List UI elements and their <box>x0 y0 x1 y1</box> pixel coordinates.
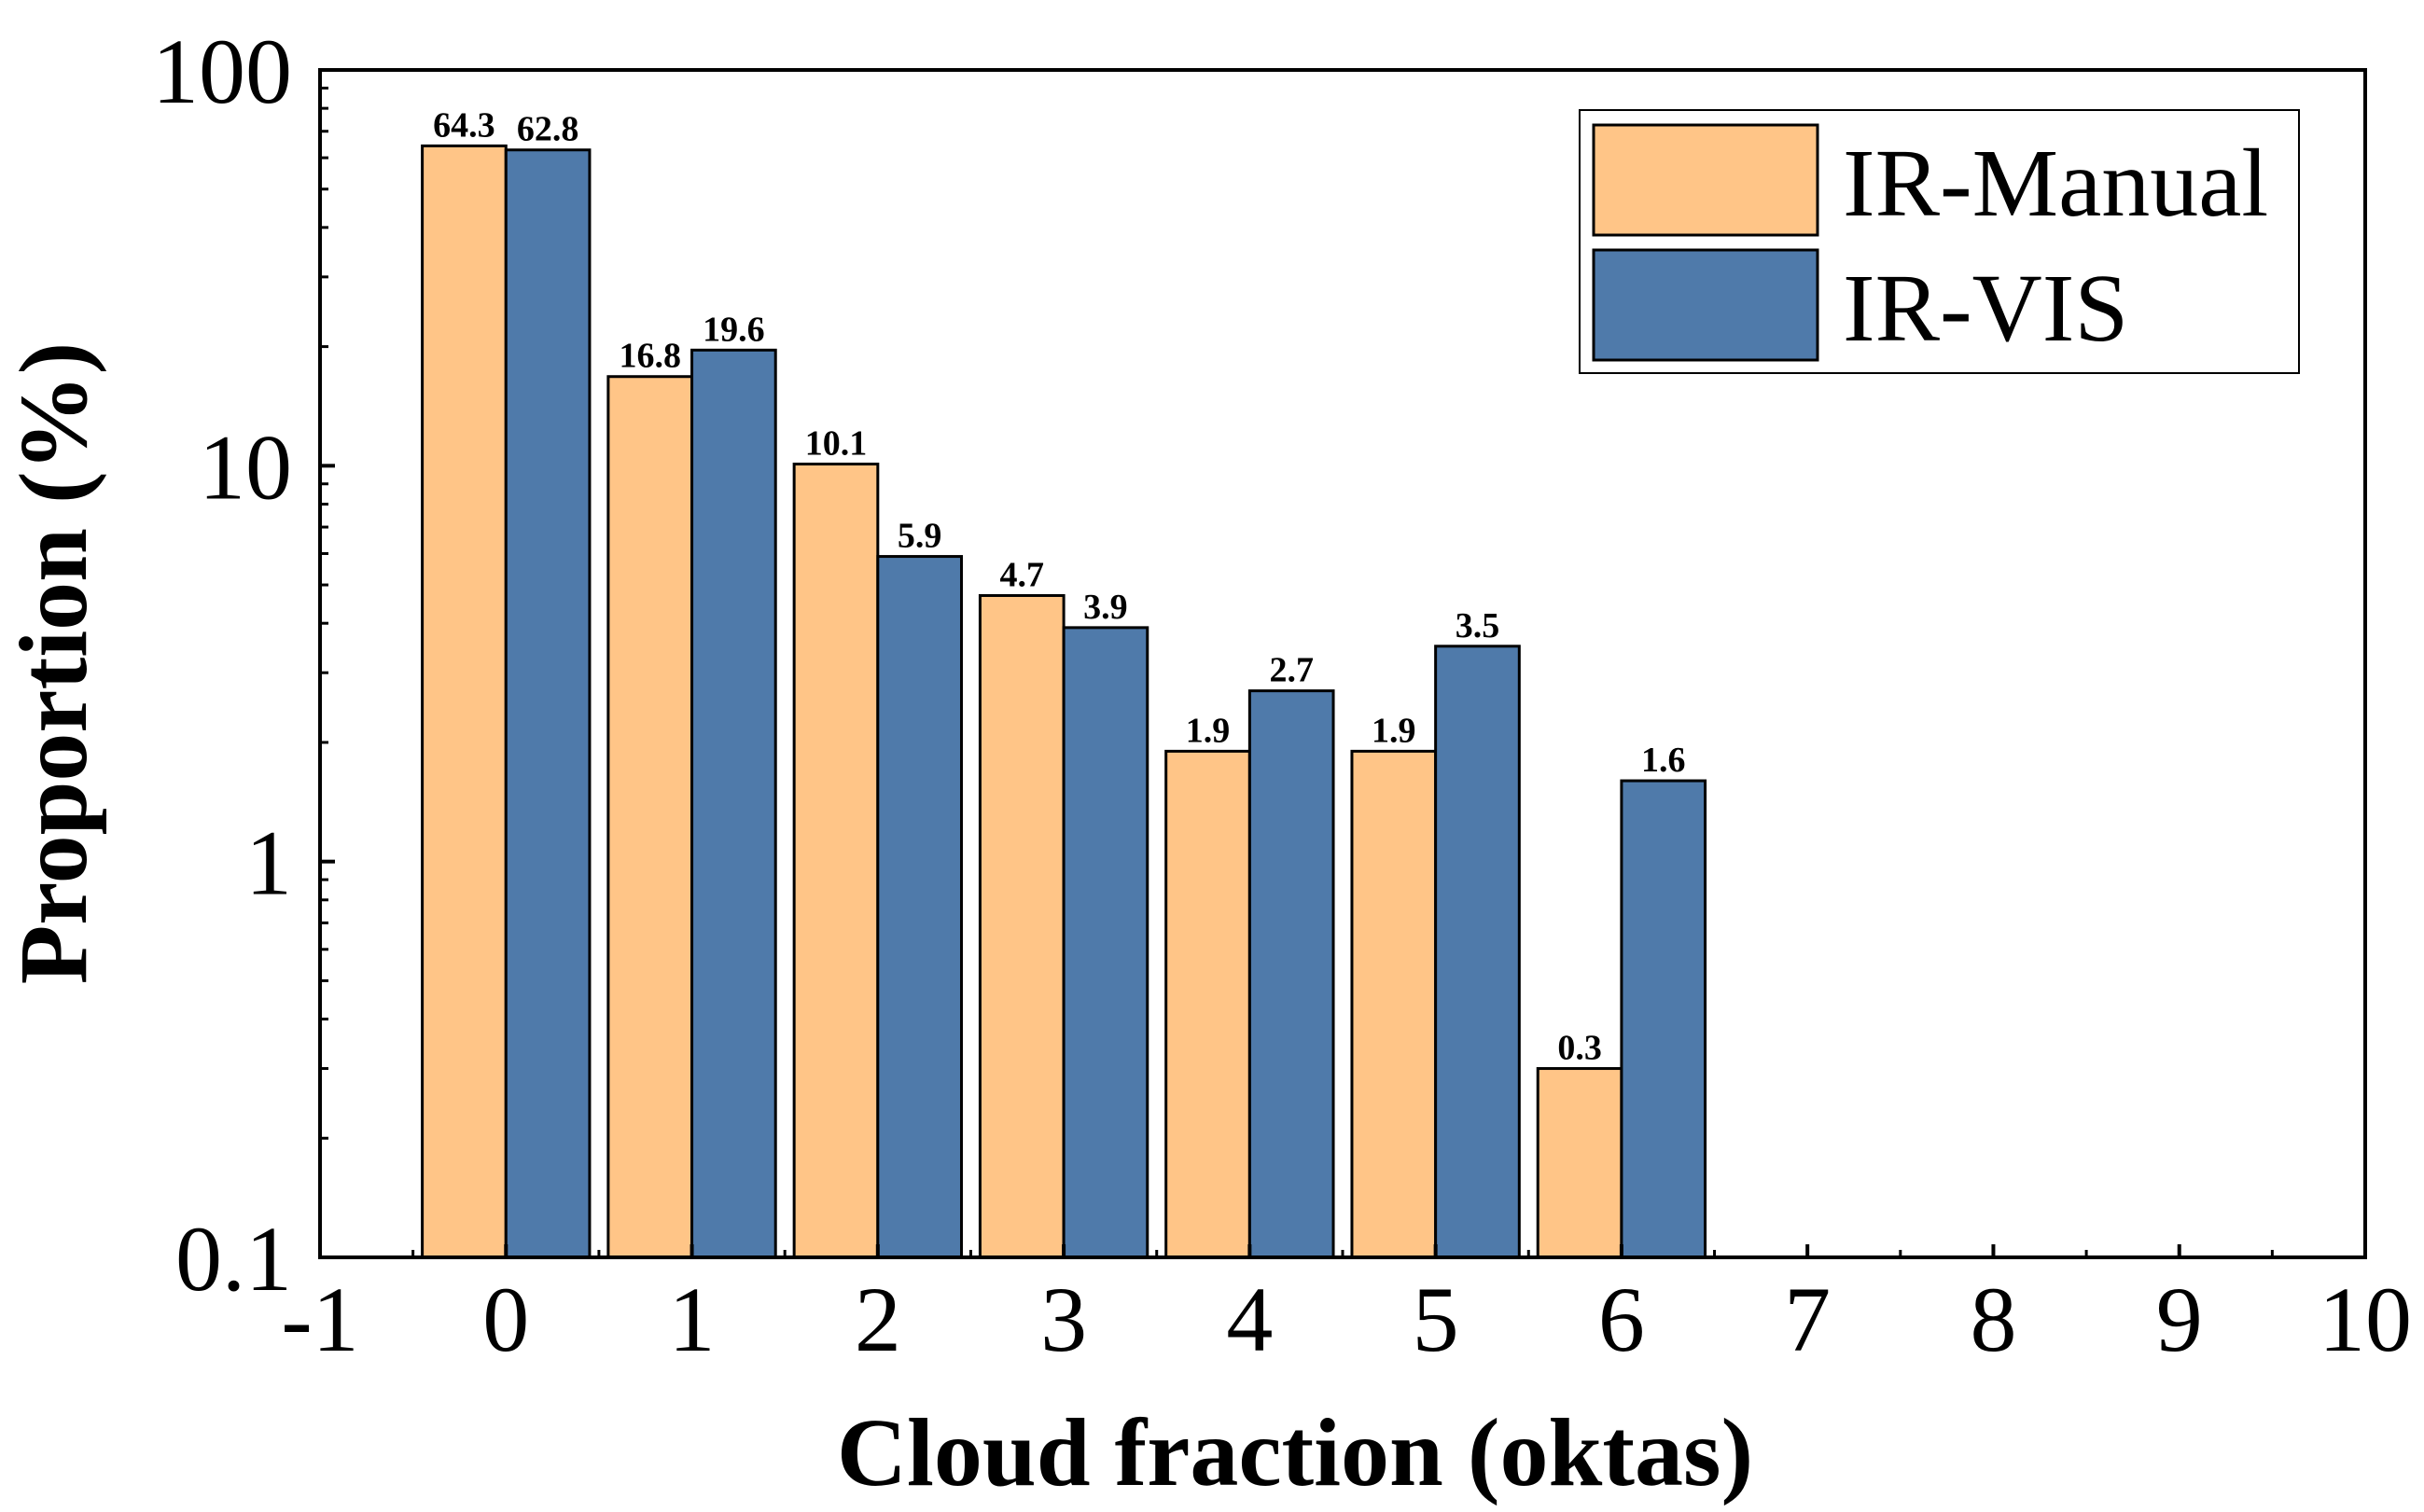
data-label-ir-vis-5: 3.5 <box>1456 606 1500 645</box>
data-label-ir-vis-1: 19.6 <box>703 310 765 349</box>
bar-ir-manual-3 <box>978 593 1066 1259</box>
bar-ir-manual-0 <box>421 144 508 1259</box>
data-label-ir-vis-2: 5.9 <box>898 517 942 556</box>
bar-ir-vis-1 <box>690 348 777 1259</box>
x-tick-label: -1 <box>281 1268 358 1371</box>
data-label-ir-manual-6: 0.3 <box>1557 1029 1602 1068</box>
x-tick-label: 10 <box>2319 1268 2412 1371</box>
x-tick-label: 4 <box>1226 1268 1273 1371</box>
bar-ir-manual-2 <box>792 462 880 1259</box>
bar-ir-manual-4 <box>1164 749 1251 1259</box>
y-tick-label: 100 <box>152 20 292 123</box>
data-label-ir-manual-5: 1.9 <box>1372 711 1416 750</box>
x-tick-label: 9 <box>2156 1268 2203 1371</box>
plot-frame <box>318 68 2367 1259</box>
x-tick-label: 3 <box>1040 1268 1087 1371</box>
legend: IR-Manual IR-VIS <box>1579 109 2300 374</box>
x-tick-label: 0 <box>482 1268 529 1371</box>
x-tick-label: 5 <box>1413 1268 1459 1371</box>
y-tick-label: 1 <box>245 811 292 915</box>
x-tick-label: 8 <box>1970 1268 2016 1371</box>
bars-layer <box>421 144 1707 1259</box>
data-label-ir-vis-6: 1.6 <box>1641 741 1686 780</box>
bar-ir-vis-0 <box>504 148 592 1259</box>
data-label-ir-manual-2: 10.1 <box>805 423 868 463</box>
data-label-ir-manual-3: 4.7 <box>1000 555 1045 594</box>
x-tick-label: 6 <box>1598 1268 1645 1371</box>
y-tick-label: 10 <box>199 415 292 519</box>
bar-ir-manual-6 <box>1536 1067 1623 1259</box>
x-tick-label: 2 <box>855 1268 901 1371</box>
legend-swatch-ir-vis <box>1592 248 1819 362</box>
legend-label-ir-vis: IR-VIS <box>1843 255 2128 362</box>
y-axis-title: Proportion (%) <box>0 342 107 984</box>
bar-ir-vis-6 <box>1620 779 1707 1259</box>
x-tick-label: 7 <box>1784 1268 1831 1371</box>
bar-ir-vis-3 <box>1062 626 1149 1259</box>
legend-label-ir-manual: IR-Manual <box>1843 130 2268 237</box>
bar-ir-vis-5 <box>1434 645 1521 1259</box>
x-axis-title: Cloud fraction (oktas) <box>837 1399 1753 1506</box>
legend-swatch-ir-manual <box>1592 123 1819 237</box>
x-tick-label: 1 <box>669 1268 716 1371</box>
data-label-ir-manual-0: 64.3 <box>433 105 495 145</box>
y-axis-ticks: 0.1 1 10 100 <box>152 20 335 1311</box>
bar-ir-vis-2 <box>876 555 963 1259</box>
data-labels-layer: 64.3 16.8 10.1 4.7 1.9 1.9 0.3 62.8 19.6 5.9 3.9 2.… <box>433 105 1685 1067</box>
y-tick-label: 0.1 <box>175 1207 292 1311</box>
bar-ir-manual-5 <box>1350 749 1438 1259</box>
bar-ir-vis-4 <box>1247 689 1335 1259</box>
bar-ir-manual-1 <box>606 375 694 1259</box>
data-label-ir-manual-4: 1.9 <box>1186 711 1231 750</box>
data-label-ir-manual-1: 16.8 <box>619 337 681 376</box>
data-label-ir-vis-3: 3.9 <box>1083 588 1128 627</box>
data-label-ir-vis-0: 62.8 <box>517 110 579 149</box>
x-axis-ticks: -1 0 1 2 3 4 5 6 7 8 9 10 <box>281 1244 2412 1371</box>
data-label-ir-vis-4: 2.7 <box>1269 651 1314 690</box>
